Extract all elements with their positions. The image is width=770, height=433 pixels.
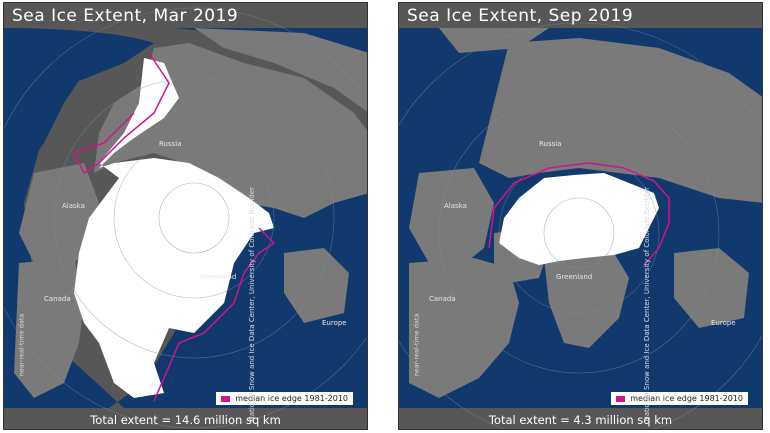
land-greenland: [544, 253, 629, 348]
label-russia: Russia: [159, 140, 182, 148]
median-ice-edge: [72, 52, 276, 402]
panel-title: Sea Ice Extent, Mar 2019: [12, 6, 239, 26]
land-russia: [479, 38, 762, 203]
credit: National Snow and Ice Data Center, Unive…: [247, 187, 256, 422]
arctic-map-march: Russia Alaska Canada Greenland Europe: [4, 7, 367, 429]
legend-swatch: [616, 395, 626, 402]
arctic-map-september: Russia Alaska Canada Greenland Europe: [399, 22, 762, 429]
land-canada: [409, 258, 519, 398]
label-europe: Europe: [322, 319, 347, 327]
total-extent: Total extent = 4.3 million sq km: [488, 413, 673, 427]
ocean: [4, 28, 154, 183]
land-north: [439, 28, 549, 53]
map-panel-march: Russia Alaska Canada Greenland Europe Se…: [3, 2, 368, 430]
credit: National Snow and Ice Data Center, Unive…: [642, 187, 651, 422]
land-canada: [14, 258, 84, 398]
land-alaska: [409, 168, 494, 268]
map-panel-september: Russia Alaska Canada Greenland Europe Se…: [398, 2, 763, 430]
label-alaska: Alaska: [444, 202, 467, 210]
near-real-time-note: near-real-time data: [17, 313, 26, 377]
label-canada: Canada: [429, 295, 456, 303]
legend-swatch: [221, 395, 231, 402]
median-ice-edge: [488, 162, 670, 266]
label-alaska: Alaska: [62, 202, 85, 210]
label-russia: Russia: [539, 140, 562, 148]
panel-title: Sea Ice Extent, Sep 2019: [407, 6, 634, 26]
legend-label: median ice edge 1981-2010: [235, 394, 348, 403]
label-canada: Canada: [44, 295, 71, 303]
ocean: [174, 28, 367, 63]
land-alaska: [19, 163, 99, 273]
near-real-time-note: near-real-time data: [412, 313, 421, 377]
label-europe: Europe: [711, 319, 736, 327]
ocean: [154, 203, 367, 408]
label-greenland: Greenland: [200, 273, 236, 281]
legend-label: median ice edge 1981-2010: [630, 394, 743, 403]
sea-ice: [499, 173, 659, 265]
legend: median ice edge 1981-2010: [216, 392, 353, 405]
sea-ice: [74, 58, 274, 398]
land-north: [194, 28, 367, 112]
total-extent: Total extent = 14.6 million sq km: [90, 413, 281, 427]
legend: median ice edge 1981-2010: [611, 392, 748, 405]
label-greenland: Greenland: [556, 273, 592, 281]
land-europe: [674, 248, 749, 328]
